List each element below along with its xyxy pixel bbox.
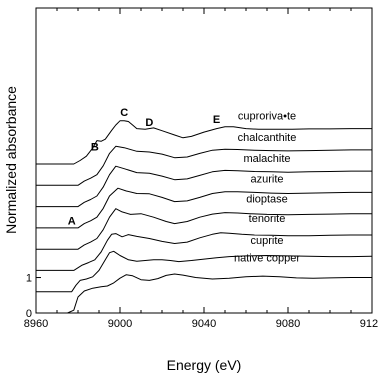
feature-annotations: A B C D E — [68, 107, 221, 227]
feature-label: D — [145, 117, 153, 129]
feature-label: C — [120, 107, 128, 119]
series-group — [36, 120, 373, 314]
series-label: dioptase — [246, 193, 288, 205]
series-label: native copper — [234, 253, 300, 265]
x-tick-label: 8960 — [24, 318, 48, 330]
x-tick-label: 9040 — [192, 318, 216, 330]
y-tick-label: 0 — [26, 308, 32, 320]
y-tick-label: 1 — [26, 273, 32, 285]
x-axis-title: Energy (eV) — [167, 357, 242, 373]
series-label: tenorite — [249, 213, 286, 225]
series-line — [36, 250, 373, 293]
series-line — [36, 232, 372, 271]
feature-label: A — [68, 215, 76, 227]
series-line — [36, 208, 372, 250]
plot-frame — [35, 7, 373, 314]
series-label: chalcanthite — [238, 132, 297, 144]
series-label: cuproriva•te — [238, 111, 296, 123]
y-axis-title: Normalized absorbance — [3, 86, 19, 234]
series-line — [36, 273, 372, 314]
feature-label: B — [91, 142, 99, 154]
series-line — [36, 145, 372, 186]
feature-label: E — [213, 114, 220, 126]
series-label: cuprite — [250, 235, 283, 247]
series-line — [36, 187, 372, 229]
x-tick-label: 9000 — [108, 318, 132, 330]
series-label: malachite — [243, 153, 290, 165]
series-labels: native copper cuprite tenorite dioptase azur… — [234, 111, 300, 265]
x-tick-label: 9080 — [276, 318, 300, 330]
series-label: azurite — [250, 173, 283, 185]
series-line — [36, 120, 372, 165]
series-line — [36, 165, 372, 208]
